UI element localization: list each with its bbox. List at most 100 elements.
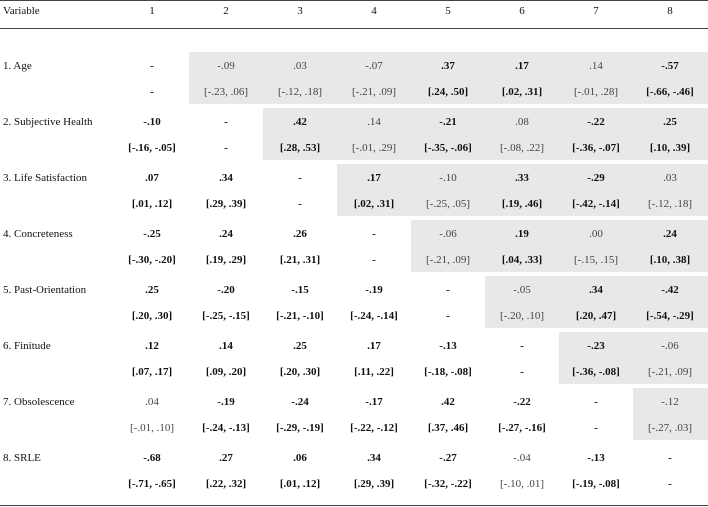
coefficient: -.06 <box>439 228 457 240</box>
shaded-cell <box>633 164 708 216</box>
coefficient: .42 <box>293 116 307 128</box>
confidence-interval: [.19, .46] <box>501 198 543 210</box>
coefficient: -.22 <box>513 396 531 408</box>
confidence-interval: [-.08, .22] <box>500 142 544 154</box>
coefficient: .25 <box>293 340 307 352</box>
confidence-interval: - <box>150 86 154 98</box>
shaded-cell <box>559 108 633 160</box>
coefficient: .42 <box>441 396 455 408</box>
confidence-interval: [.37, .46] <box>427 422 469 434</box>
confidence-interval: [.24, .50] <box>427 86 469 98</box>
confidence-interval: [.20, .30] <box>131 310 173 322</box>
confidence-interval: [.10, .39] <box>649 142 691 154</box>
shaded-cell <box>485 52 559 104</box>
confidence-interval: - <box>446 310 450 322</box>
confidence-interval: [.29, .39] <box>353 478 395 490</box>
coefficient: -.10 <box>143 116 161 128</box>
shaded-cell <box>559 164 633 216</box>
confidence-interval: [-.12, .18] <box>648 198 692 210</box>
header-cell: 4 <box>371 5 377 17</box>
coefficient: .14 <box>367 116 381 128</box>
confidence-interval: [.22, .32] <box>205 478 247 490</box>
row-label: 3. Life Satisfaction <box>3 172 88 184</box>
coefficient: -.27 <box>439 452 457 464</box>
coefficient: -.57 <box>661 60 679 72</box>
coefficient: - <box>446 284 450 296</box>
header-cell: 6 <box>519 5 525 17</box>
confidence-interval: [.01, .12] <box>279 478 321 490</box>
shaded-cell <box>633 332 708 384</box>
confidence-interval: [-.36, -.07] <box>572 142 620 154</box>
shaded-cell <box>411 52 485 104</box>
confidence-interval: - <box>520 366 524 378</box>
coefficient: -.17 <box>365 396 383 408</box>
shaded-cell <box>337 52 411 104</box>
confidence-interval: [.28, .53] <box>279 142 321 154</box>
shaded-cell <box>485 220 559 272</box>
confidence-interval: [.11, .22] <box>354 366 394 378</box>
coefficient: - <box>520 340 524 352</box>
confidence-interval: [-.71, -.65] <box>128 478 176 490</box>
coefficient: .33 <box>515 172 529 184</box>
confidence-interval: - <box>224 142 228 154</box>
coefficient: -.42 <box>661 284 679 296</box>
confidence-interval: [.29, .39] <box>205 198 247 210</box>
shaded-cell <box>337 108 411 160</box>
coefficient: -.29 <box>587 172 605 184</box>
shaded-cell <box>263 52 337 104</box>
shaded-cell <box>411 108 485 160</box>
coefficient: .14 <box>219 340 233 352</box>
coefficient: .17 <box>367 172 381 184</box>
coefficient: -.68 <box>143 452 161 464</box>
coefficient: -.05 <box>513 284 531 296</box>
coefficient: -.19 <box>365 284 383 296</box>
coefficient: .17 <box>515 60 529 72</box>
coefficient: -.24 <box>291 396 309 408</box>
confidence-interval: [-.25, .05] <box>426 198 470 210</box>
shaded-cell <box>189 52 263 104</box>
confidence-interval: [.20, .47] <box>575 310 617 322</box>
confidence-interval: [-.23, .06] <box>204 86 248 98</box>
header-cell: 8 <box>667 5 673 17</box>
coefficient: -.06 <box>661 340 679 352</box>
coefficient: -.13 <box>587 452 605 464</box>
coefficient: .34 <box>219 172 233 184</box>
coefficient: -.22 <box>587 116 605 128</box>
row-label: 1. Age <box>3 60 32 72</box>
confidence-interval: - <box>668 478 672 490</box>
confidence-interval: [-.01, .10] <box>130 422 174 434</box>
shaded-cell <box>633 52 708 104</box>
confidence-interval: [-.29, -.19] <box>276 422 324 434</box>
confidence-interval: [.10, .38] <box>649 254 691 266</box>
bottom-rule <box>0 505 708 506</box>
coefficient: -.21 <box>439 116 457 128</box>
confidence-interval: [-.36, -.08] <box>572 366 620 378</box>
coefficient: .07 <box>145 172 159 184</box>
row-label: 8. SRLE <box>3 452 41 464</box>
coefficient: -.10 <box>439 172 457 184</box>
coefficient: .19 <box>515 228 529 240</box>
confidence-interval: [.09, .20] <box>205 366 247 378</box>
confidence-interval: [.20, .30] <box>279 366 321 378</box>
header-rule <box>0 28 708 29</box>
confidence-interval: [-.27, .03] <box>648 422 692 434</box>
coefficient: -.07 <box>365 60 383 72</box>
coefficient: -.12 <box>661 396 679 408</box>
confidence-interval: [-.10, .01] <box>500 478 544 490</box>
coefficient: -.23 <box>587 340 605 352</box>
confidence-interval: [-.27, -.16] <box>498 422 546 434</box>
coefficient: -.09 <box>217 60 235 72</box>
confidence-interval: [-.42, -.14] <box>572 198 620 210</box>
coefficient: - <box>150 60 154 72</box>
confidence-interval: [-.35, -.06] <box>424 142 472 154</box>
confidence-interval: [.02, .31] <box>501 86 543 98</box>
row-label: 6. Finitude <box>3 340 51 352</box>
confidence-interval: [-.16, -.05] <box>128 142 176 154</box>
confidence-interval: [-.66, -.46] <box>646 86 694 98</box>
confidence-interval: - <box>298 198 302 210</box>
coefficient: .03 <box>663 172 677 184</box>
coefficient: .04 <box>145 396 159 408</box>
coefficient: .26 <box>293 228 307 240</box>
confidence-interval: [-.21, .09] <box>648 366 692 378</box>
confidence-interval: [.02, .31] <box>353 198 395 210</box>
